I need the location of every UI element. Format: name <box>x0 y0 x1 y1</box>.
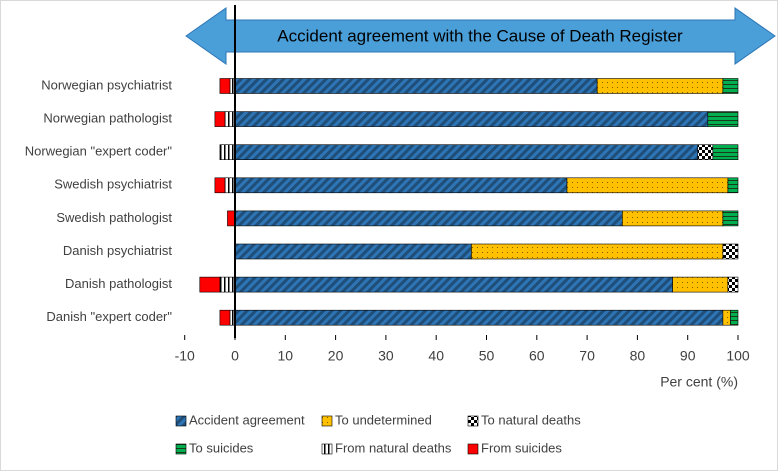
x-axis-label: Per cent (%) <box>660 374 738 390</box>
x-tick-label: 50 <box>479 348 495 364</box>
legend-label: Accident agreement <box>189 412 305 427</box>
bar-segment <box>697 144 714 160</box>
legend-swatch <box>321 415 333 427</box>
legend-swatch <box>321 443 333 455</box>
y-tick-label: Norwegian pathologist <box>43 111 172 126</box>
y-tick-label: Danish "expert coder" <box>46 309 172 324</box>
bar-segment <box>234 243 472 260</box>
bar-segment <box>712 144 739 160</box>
y-tick-label: Danish psychiatrist <box>63 243 172 258</box>
y-tick-label: Norwegian "expert coder" <box>25 144 173 159</box>
x-tick-label: 70 <box>579 348 595 364</box>
x-tick-label: 10 <box>278 348 294 364</box>
bar-segment <box>234 210 623 227</box>
bar-segment <box>471 243 724 260</box>
x-tick-label: 100 <box>726 348 750 364</box>
bar-segment <box>234 144 699 160</box>
y-tick-label: Norwegian psychiatrist <box>41 77 172 92</box>
bar-segment <box>214 111 226 127</box>
x-tick-label: 60 <box>529 348 545 364</box>
bar-segment <box>224 111 236 127</box>
bar-segment <box>727 276 739 293</box>
bar-segment <box>227 210 236 227</box>
x-tick-label: -10 <box>175 348 195 364</box>
bar-segment <box>219 276 236 293</box>
legend-label: To undetermined <box>335 412 432 427</box>
x-tick-label: 40 <box>428 348 444 364</box>
y-tick-label: Swedish pathologist <box>56 210 172 225</box>
x-tick-label: 0 <box>231 348 239 364</box>
y-tick-label: Swedish psychiatrist <box>54 177 172 192</box>
bar-segment <box>234 78 598 94</box>
bar-segment <box>730 309 739 326</box>
bar-segment <box>234 309 724 326</box>
legend-swatch <box>467 443 479 455</box>
bar-segment <box>224 177 236 194</box>
bar-segment <box>234 177 568 194</box>
legend-swatch <box>175 443 187 455</box>
bar-segment <box>219 144 236 160</box>
x-tick-label: 20 <box>328 348 344 364</box>
bar-segment <box>234 276 673 293</box>
bar-segment <box>722 309 731 326</box>
x-tick-label: 80 <box>630 348 646 364</box>
x-tick-label: 30 <box>378 348 394 364</box>
bar-segment <box>566 177 729 194</box>
legend-label: From natural deaths <box>335 440 452 455</box>
legend-swatch <box>467 415 479 427</box>
bar-segment <box>622 210 724 227</box>
bar-segment <box>722 210 739 227</box>
y-tick-label: Danish pathologist <box>65 276 172 291</box>
bar-segment <box>234 111 709 127</box>
legend-label: From suicides <box>481 440 562 455</box>
bar-segment <box>219 309 231 326</box>
bar-segment <box>722 243 739 260</box>
bar-segment <box>219 78 231 94</box>
legend-swatch <box>175 415 187 427</box>
bar-segment <box>596 78 724 94</box>
bar-segment <box>199 276 221 293</box>
legend-label: To natural deaths <box>481 412 581 427</box>
bar-segment <box>727 177 739 194</box>
bar-segment <box>672 276 729 293</box>
bar-segment <box>722 78 739 94</box>
bar-segment <box>707 111 739 127</box>
legend-label: To suicides <box>189 440 254 455</box>
bar-segment <box>214 177 226 194</box>
x-tick-label: 90 <box>680 348 696 364</box>
arrow <box>185 7 776 65</box>
annotation: Accident agreement with the Cause of Dea… <box>277 26 683 45</box>
